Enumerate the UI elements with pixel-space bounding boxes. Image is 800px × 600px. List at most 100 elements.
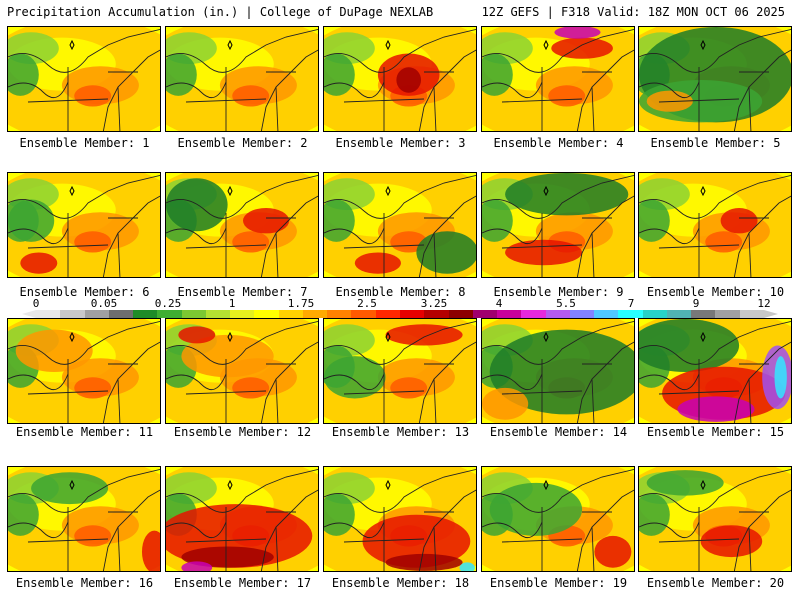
precip-area xyxy=(31,472,109,505)
ensemble-member-label: Ensemble Member: 4 xyxy=(493,136,624,150)
boundary-line xyxy=(639,227,700,245)
ensemble-member-panel: Ensemble Member: 9 xyxy=(481,172,635,299)
colorbar-swatch xyxy=(569,310,595,318)
boundary-line xyxy=(658,244,740,249)
colorbar-tick-label: 2.5 xyxy=(357,297,377,310)
colorbar-tick-label: 1.75 xyxy=(287,297,315,310)
ensemble-member-panel: Ensemble Member: 14 xyxy=(481,318,635,439)
boundary-line xyxy=(482,469,634,513)
boundary-line xyxy=(482,321,634,365)
chart-title: Precipitation Accumulation (in.) | Colle… xyxy=(7,5,434,19)
precip-map xyxy=(638,172,792,278)
ensemble-member-label: Ensemble Member: 11 xyxy=(15,425,154,439)
colorbar-swatch xyxy=(497,310,522,318)
precip-area xyxy=(646,470,724,496)
boundary-line xyxy=(324,521,385,539)
precip-area xyxy=(639,80,763,123)
colorbar-tick-label: 1 xyxy=(228,297,236,310)
precip-map xyxy=(323,172,477,278)
boundary-line xyxy=(324,29,476,73)
ensemble-member-label: Ensemble Member: 13 xyxy=(331,425,470,439)
precip-area xyxy=(243,207,290,234)
boundary-line xyxy=(418,195,476,277)
station-marker-icon xyxy=(700,479,706,491)
ensemble-member-label: Ensemble Member: 18 xyxy=(331,576,470,590)
boundary-line xyxy=(482,227,543,245)
precip-area xyxy=(166,53,197,96)
station-marker-icon xyxy=(385,331,391,343)
boundary-line xyxy=(324,81,385,99)
boundary-line xyxy=(27,538,109,543)
precip-area xyxy=(181,334,274,378)
ensemble-member-label: Ensemble Member: 3 xyxy=(335,136,466,150)
boundary-line xyxy=(482,373,543,391)
precip-area xyxy=(639,319,740,372)
station-marker-icon xyxy=(700,185,706,197)
ensemble-member-panel: Ensemble Member: 5 xyxy=(638,26,792,150)
station-marker-icon xyxy=(543,39,549,51)
boundary-line xyxy=(501,538,583,543)
boundary-line xyxy=(102,195,160,277)
boundary-line xyxy=(324,469,476,513)
colorbar-swatch xyxy=(691,310,716,318)
boundary-line xyxy=(27,98,109,103)
boundary-line xyxy=(433,378,437,423)
precip-map xyxy=(481,318,635,424)
boundary-line xyxy=(8,373,69,391)
precip-map xyxy=(7,26,161,132)
precip-map xyxy=(481,26,635,132)
precip-area xyxy=(324,199,355,242)
colorbar-swatch xyxy=(205,310,231,318)
boundary-line xyxy=(591,232,595,277)
ensemble-member-label: Ensemble Member: 6 xyxy=(19,285,150,299)
ensemble-member-panel: Ensemble Member: 4 xyxy=(481,26,635,150)
colorbar-swatch xyxy=(36,310,61,318)
precip-area xyxy=(482,53,513,96)
boundary-line xyxy=(260,49,318,131)
precip-map xyxy=(7,172,161,278)
run-valid-time: 12Z GEFS | F318 Valid: 18Z MON OCT 06 20… xyxy=(481,5,785,19)
boundary-line xyxy=(324,175,476,219)
boundary-line xyxy=(8,29,160,73)
colorbar-swatch xyxy=(108,310,134,318)
boundary-line xyxy=(102,49,160,131)
ensemble-member-panel: Ensemble Member: 10 xyxy=(638,172,792,299)
boundary-line xyxy=(324,373,385,391)
boundary-line xyxy=(324,227,385,245)
boundary-line xyxy=(591,86,595,131)
colorbar-tick-label: 5.5 xyxy=(556,297,576,310)
boundary-line xyxy=(166,29,318,73)
boundary-line xyxy=(591,378,595,423)
precip-map xyxy=(165,172,319,278)
precip-area xyxy=(416,231,476,274)
precip-map xyxy=(638,466,792,572)
colorbar-swatch xyxy=(351,310,377,318)
boundary-line xyxy=(166,321,318,365)
precip-area xyxy=(459,562,475,571)
boundary-line xyxy=(8,469,160,513)
colorbar-swatch xyxy=(545,310,571,318)
precip-area xyxy=(8,53,39,96)
precip-map xyxy=(638,26,792,132)
boundary-line xyxy=(27,244,109,249)
ensemble-member-panel: Ensemble Member: 2 xyxy=(165,26,319,150)
boundary-line xyxy=(418,489,476,571)
precip-area xyxy=(74,231,112,253)
station-marker-icon xyxy=(69,331,75,343)
colorbar-swatch xyxy=(327,310,352,318)
boundary-line xyxy=(733,195,791,277)
colorbar-swatch xyxy=(157,310,183,318)
precip-area xyxy=(482,387,529,420)
colorbar-tick-label: 12 xyxy=(757,297,771,310)
boundary-line xyxy=(260,195,318,277)
colorbar-swatch xyxy=(448,310,474,318)
boundary-line xyxy=(275,232,279,277)
ensemble-member-panel: Ensemble Member: 13 xyxy=(323,318,477,439)
boundary-line xyxy=(166,521,227,539)
colorbar-right-arrow-icon xyxy=(764,310,778,318)
ensemble-member-panel: Ensemble Member: 3 xyxy=(323,26,477,150)
station-marker-icon xyxy=(69,39,75,51)
ensemble-member-label: Ensemble Member: 12 xyxy=(173,425,312,439)
ensemble-member-panel: Ensemble Member: 19 xyxy=(481,466,635,590)
precip-map xyxy=(481,172,635,278)
